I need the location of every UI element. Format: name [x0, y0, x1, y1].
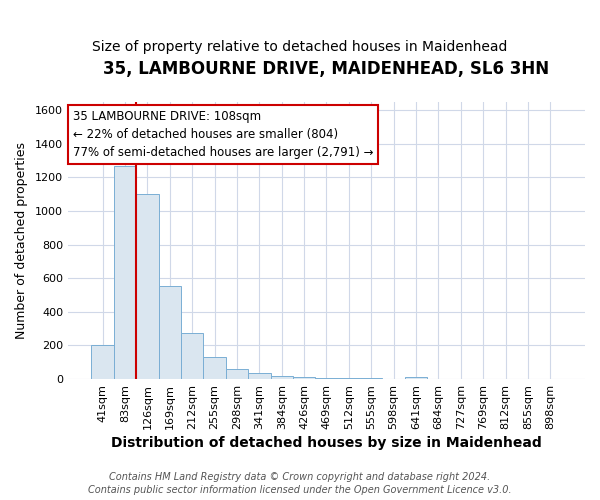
Bar	[248, 373, 271, 379]
Y-axis label: Number of detached properties: Number of detached properties	[15, 142, 28, 339]
Bar	[405, 376, 427, 379]
Bar	[114, 166, 136, 379]
Bar	[338, 378, 360, 379]
Text: 35 LAMBOURNE DRIVE: 108sqm
← 22% of detached houses are smaller (804)
77% of sem: 35 LAMBOURNE DRIVE: 108sqm ← 22% of deta…	[73, 110, 374, 159]
Text: Size of property relative to detached houses in Maidenhead: Size of property relative to detached ho…	[92, 40, 508, 54]
Bar	[226, 369, 248, 379]
Bar	[203, 357, 226, 379]
Bar	[360, 378, 382, 379]
X-axis label: Distribution of detached houses by size in Maidenhead: Distribution of detached houses by size …	[111, 436, 542, 450]
Text: Contains HM Land Registry data © Crown copyright and database right 2024.
Contai: Contains HM Land Registry data © Crown c…	[88, 472, 512, 495]
Bar	[158, 286, 181, 379]
Bar	[271, 376, 293, 379]
Title: 35, LAMBOURNE DRIVE, MAIDENHEAD, SL6 3HN: 35, LAMBOURNE DRIVE, MAIDENHEAD, SL6 3HN	[103, 60, 550, 78]
Bar	[315, 378, 338, 379]
Bar	[91, 346, 114, 379]
Bar	[293, 376, 315, 379]
Bar	[181, 333, 203, 379]
Bar	[136, 194, 158, 379]
